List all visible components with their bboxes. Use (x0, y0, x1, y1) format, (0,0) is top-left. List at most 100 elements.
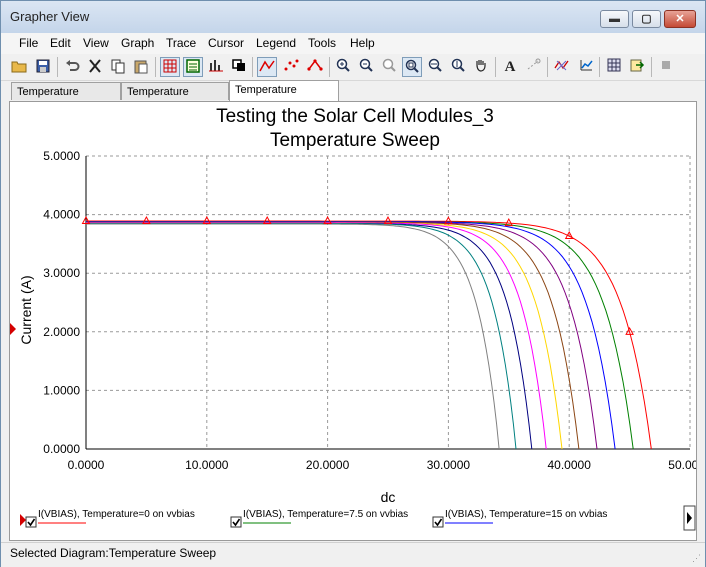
diagram-tab-strip: Temperature Sweep Temperature Sweep Temp… (1, 80, 705, 116)
toolbar-separator (651, 57, 652, 77)
legend-label: I(VBIAS), Temperature=0 on vvbias (38, 509, 195, 520)
zoom-y-icon[interactable] (448, 57, 468, 77)
y-tick-label: 1.0000 (43, 383, 80, 397)
y-tick-label: 5.0000 (43, 149, 80, 163)
menu-cursor[interactable]: Cursor (208, 36, 245, 50)
text-annotation-icon[interactable]: A (504, 59, 516, 75)
legend-item[interactable]: I(VBIAS), Temperature=7.5 on vvbias (230, 509, 408, 528)
menu-help[interactable]: Help (350, 36, 375, 50)
series-marker (202, 215, 212, 225)
toolbar-separator (252, 57, 253, 77)
x-tick-label: 10.0000 (185, 458, 229, 472)
series-marker (262, 215, 272, 225)
paste-icon[interactable] (131, 57, 151, 77)
toolbar-separator (599, 57, 600, 77)
legend-label: I(VBIAS), Temperature=15 on vvbias (445, 509, 607, 520)
bar-chart-icon[interactable] (206, 57, 226, 77)
series-marker (323, 215, 332, 225)
series-marker (564, 230, 574, 240)
stop-icon[interactable] (656, 57, 676, 77)
legend-scroll-button[interactable] (683, 505, 696, 531)
legend: I(VBIAS), Temperature=0 on vvbias I(VBIAS… (25, 509, 607, 528)
series-line (86, 220, 652, 450)
zoom-area-icon[interactable] (402, 57, 422, 77)
x-tick-label: 40.0000 (548, 458, 592, 472)
y-tick-label: 0.0000 (43, 442, 80, 456)
menu-legend[interactable]: Legend (256, 36, 297, 50)
legend-item[interactable]: I(VBIAS), Temperature=0 on vvbias (25, 509, 195, 528)
zoom-x-icon[interactable] (425, 57, 445, 77)
menu-graph[interactable]: Graph (121, 36, 155, 50)
status-text: Selected Diagram:Temperature Sweep (10, 546, 217, 560)
series-line (86, 222, 563, 450)
y-tick-label: 2.0000 (43, 325, 80, 339)
resize-grip-icon[interactable]: ⋰ (692, 553, 701, 563)
line-mode-icon[interactable] (257, 57, 277, 77)
x-tick-label: 20.0000 (306, 458, 350, 472)
save-icon[interactable] (33, 57, 53, 77)
open-folder-icon[interactable] (9, 57, 29, 77)
menu-trace[interactable]: Trace (166, 36, 197, 50)
copy-icon[interactable] (108, 57, 128, 77)
frame-toggle-icon[interactable] (183, 57, 203, 77)
iv-curve-chart[interactable]: Testing the Solar Cell Modules_3 Tempera… (10, 102, 706, 540)
grid-toggle-icon[interactable] (160, 57, 180, 77)
zoom-fit-icon[interactable] (379, 57, 399, 77)
legend-pointer-icon[interactable] (20, 514, 26, 526)
x-tick-label: 30.0000 (427, 458, 471, 472)
x-tick-label: 50.0000 (668, 458, 696, 472)
title-bar[interactable]: Grapher View ▬ ▢ ✕ (1, 1, 705, 33)
series-line (86, 221, 634, 450)
y-axis-pointer-icon[interactable] (10, 323, 16, 335)
measure-icon[interactable] (524, 57, 544, 77)
series-line (86, 222, 547, 450)
zoom-out-icon[interactable] (356, 57, 376, 77)
y-tick-label: 4.0000 (43, 208, 80, 222)
axes (85, 156, 690, 450)
tab-temperature-sweep-3[interactable]: Temperature Sweep (229, 80, 339, 114)
toolbar-separator (329, 57, 330, 77)
layout-icon[interactable] (229, 57, 249, 77)
x-axis-label: dc (381, 489, 396, 505)
grid-lines (86, 155, 691, 449)
series-marker (81, 215, 91, 225)
toolbar-separator (155, 57, 156, 77)
trace-cursor-icon[interactable] (552, 57, 572, 77)
table-view-icon[interactable] (604, 57, 624, 77)
legend-checkbox (230, 516, 242, 528)
toolbar: A (1, 54, 705, 81)
series-line (86, 221, 598, 450)
minimize-icon: ▬ (609, 13, 620, 25)
menu-edit[interactable]: Edit (50, 36, 71, 50)
zoom-in-icon[interactable] (333, 57, 353, 77)
minimize-button[interactable]: ▬ (600, 10, 629, 28)
legend-checkbox (25, 516, 37, 528)
point-mode-icon[interactable] (281, 57, 301, 77)
toolbar-separator (57, 57, 58, 77)
eval-icon[interactable] (576, 57, 596, 77)
tab-temperature-sweep-2[interactable]: Temperature Sweep (121, 82, 229, 116)
checkmark-icon (232, 518, 241, 527)
maximize-button[interactable]: ▢ (632, 10, 661, 28)
series-group (86, 220, 652, 450)
menu-view[interactable]: View (83, 36, 109, 50)
export-icon[interactable] (627, 57, 647, 77)
series-marker (383, 216, 393, 225)
line-point-mode-icon[interactable] (305, 57, 325, 77)
legend-checkbox (432, 516, 444, 528)
y-tick-label: 3.0000 (43, 266, 80, 280)
menu-file[interactable]: File (19, 36, 39, 50)
cut-icon[interactable] (85, 57, 105, 77)
close-button[interactable]: ✕ (664, 10, 696, 28)
menu-bar: File Edit View Graph Trace Cursor Legend… (1, 33, 705, 54)
pan-hand-icon[interactable] (471, 57, 491, 77)
legend-item[interactable]: I(VBIAS), Temperature=15 on vvbias (432, 509, 607, 528)
undo-icon[interactable] (62, 57, 82, 77)
series-marker (504, 218, 514, 227)
plot-area[interactable]: Testing the Solar Cell Modules_3 Tempera… (9, 101, 706, 541)
chart-subtitle: Temperature Sweep (270, 130, 440, 151)
menu-tools[interactable]: Tools (308, 36, 337, 50)
tab-temperature-sweep-1[interactable]: Temperature Sweep (11, 82, 121, 116)
series-line (86, 222, 517, 450)
series-line (86, 222, 533, 450)
